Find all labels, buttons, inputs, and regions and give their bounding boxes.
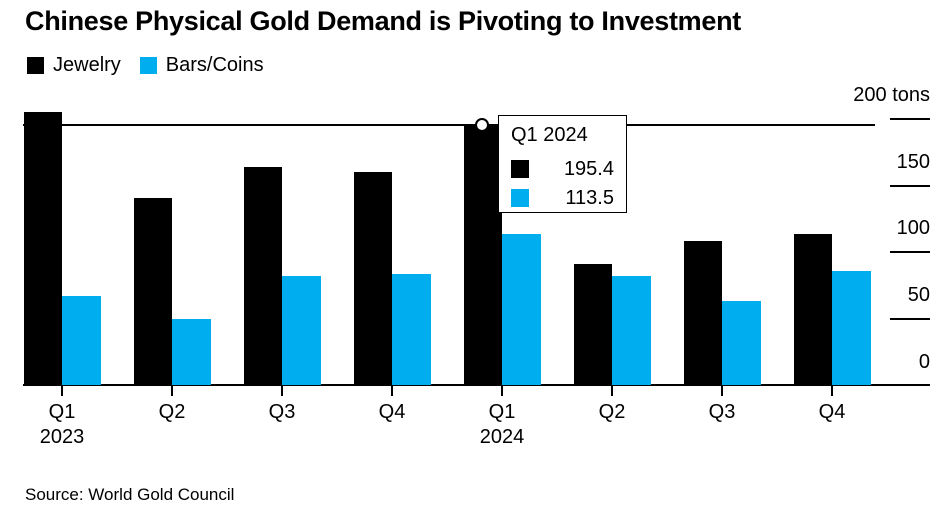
x-label-q4-2023: Q4	[378, 401, 406, 423]
y-tick-label-0: 0	[918, 350, 930, 373]
x-tick-q3-2024	[721, 386, 723, 396]
bar-bars-coins-q3-2024[interactable]	[722, 300, 761, 386]
x-tick-q1-2024	[501, 386, 503, 396]
x-tick-q2-2023	[171, 386, 173, 396]
x-tick-q3-2023	[281, 386, 283, 396]
y-tick-label-50: 50	[907, 283, 930, 306]
legend-label-bars-coins: Bars/Coins	[165, 54, 264, 76]
x-label-q3-2023: Q3	[268, 401, 296, 423]
bar-jewelry-q4-2023[interactable]	[353, 172, 392, 386]
highlight-circle-marker	[475, 117, 490, 132]
source-note: Source: World Gold Council	[25, 485, 235, 504]
bar-jewelry-q2-2023[interactable]	[133, 198, 172, 386]
x-label-q1-2023: Q1	[48, 401, 76, 423]
x-label-q2-2024: Q2	[598, 401, 626, 423]
y-tick-label-100: 100	[896, 217, 930, 240]
legend-item-jewelry: Jewelry	[27, 55, 121, 75]
bar-bars-coins-q4-2023[interactable]	[392, 273, 431, 386]
tooltip: Q1 2024 195.4 113.5	[498, 115, 627, 213]
bar-bars-coins-q1-2023[interactable]	[62, 295, 101, 386]
bar-bars-coins-q2-2024[interactable]	[612, 276, 651, 386]
y-tick-label-150: 150	[896, 150, 930, 173]
bar-jewelry-q1-2024[interactable]	[463, 125, 502, 386]
chart-title: Chinese Physical Gold Demand is Pivoting…	[25, 6, 741, 36]
x-tick-q2-2024	[611, 386, 613, 396]
bar-jewelry-q1-2023[interactable]	[23, 112, 62, 386]
tooltip-title: Q1 2024	[511, 124, 588, 146]
x-label-q3-2024: Q3	[708, 401, 736, 423]
tooltip-jewelry-swatch-icon	[511, 159, 529, 178]
y-tick-label-200: 200 tons	[853, 84, 930, 107]
tooltip-row-jewelry: 195.4	[511, 154, 614, 183]
bar-bars-coins-q4-2024[interactable]	[832, 270, 871, 386]
tooltip-row-bars-coins: 113.5	[511, 183, 614, 212]
x-label-q4-2024: Q4	[818, 401, 846, 423]
x-tick-q4-2024	[831, 386, 833, 396]
bar-jewelry-q3-2023[interactable]	[243, 167, 282, 386]
bars-coins-swatch-icon	[139, 56, 157, 74]
tooltip-jewelry-value: 195.4	[563, 157, 614, 180]
y-tick-200	[890, 118, 930, 121]
legend: Jewelry Bars/Coins	[27, 55, 264, 75]
bar-jewelry-q4-2024[interactable]	[793, 233, 832, 386]
x-tick-q4-2023	[391, 386, 393, 396]
x-tick-q1-2023	[61, 386, 63, 396]
legend-label-jewelry: Jewelry	[53, 54, 121, 76]
jewelry-swatch-icon	[27, 56, 44, 74]
x-year-label-q1-2024: 2024	[479, 426, 525, 448]
bar-bars-coins-q1-2024[interactable]	[502, 234, 541, 386]
tooltip-bars-coins-swatch-icon	[511, 188, 529, 207]
tooltip-bars-coins-value: 113.5	[565, 186, 614, 209]
bar-bars-coins-q2-2023[interactable]	[172, 318, 211, 386]
bar-jewelry-q3-2024[interactable]	[683, 240, 722, 386]
x-year-label-q1-2023: 2023	[39, 426, 85, 448]
y-tick-150	[890, 184, 930, 187]
y-tick-100	[890, 251, 930, 254]
x-label-q1-2024: Q1	[488, 401, 516, 423]
x-label-q2-2023: Q2	[158, 401, 186, 423]
bar-jewelry-q2-2024[interactable]	[573, 263, 612, 386]
y-tick-50	[890, 317, 930, 320]
legend-item-bars-coins: Bars/Coins	[139, 54, 264, 76]
reference-line	[23, 124, 875, 127]
bar-bars-coins-q3-2023[interactable]	[282, 275, 321, 386]
